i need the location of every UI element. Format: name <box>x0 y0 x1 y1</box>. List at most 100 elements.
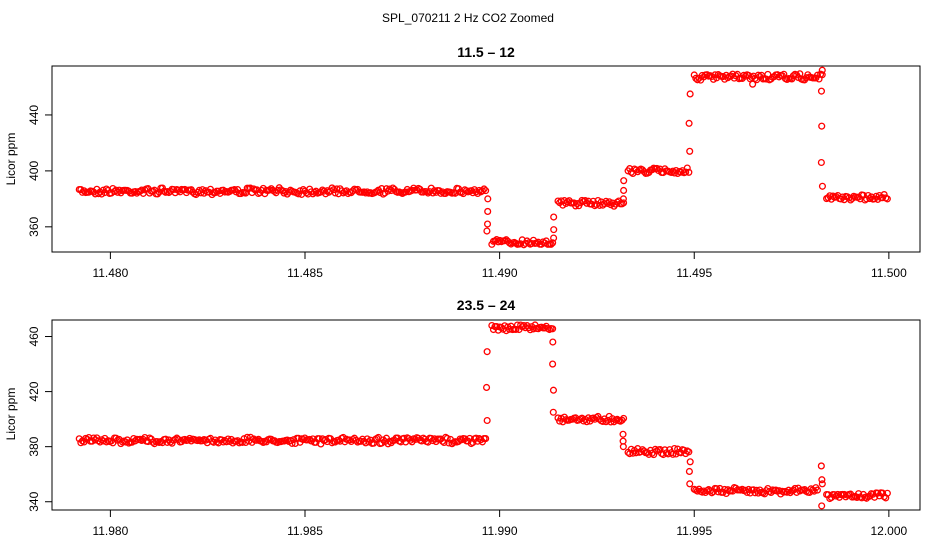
data-point <box>290 436 298 444</box>
data-point <box>754 71 762 79</box>
data-point <box>858 494 866 502</box>
data-point <box>493 323 501 331</box>
data-point <box>818 122 826 130</box>
data-point <box>829 192 837 200</box>
data-point <box>483 220 492 228</box>
data-point <box>651 445 659 453</box>
x-tick-label: 12.000 <box>871 524 908 538</box>
y-axis-label: Licor ppm <box>4 388 18 441</box>
data-point <box>549 239 557 247</box>
x-axis: 11.980 11.985 11.990 11.995 12.000 <box>92 509 908 538</box>
data-point <box>620 186 628 195</box>
x-tick-label: 11.985 <box>287 524 323 538</box>
data-point <box>583 418 591 426</box>
data-point <box>484 195 492 203</box>
x-tick-label: 11.495 <box>676 266 712 280</box>
data-point <box>620 414 628 422</box>
data-point <box>685 119 693 127</box>
data-point <box>632 449 640 457</box>
data-point <box>693 76 701 84</box>
data-point <box>686 147 694 155</box>
data-point <box>549 386 558 394</box>
data-point <box>296 187 304 195</box>
data-point <box>518 323 526 331</box>
data-point <box>648 166 656 174</box>
panel-title: 23.5 – 24 <box>457 297 516 313</box>
data-point <box>698 71 706 80</box>
data-point <box>250 185 258 193</box>
data-point <box>690 71 698 79</box>
data-point <box>604 199 612 208</box>
data-point <box>270 187 279 195</box>
data-point <box>288 439 296 447</box>
data-point <box>656 445 664 454</box>
data-point <box>373 188 381 196</box>
data-point <box>626 165 634 173</box>
data-point <box>818 71 826 79</box>
data-point <box>411 435 419 444</box>
data-point <box>491 237 499 245</box>
data-point <box>685 168 693 176</box>
x-tick-label: 11.990 <box>482 524 518 538</box>
data-point <box>352 436 360 444</box>
data-point <box>307 188 315 196</box>
data-point <box>494 238 502 246</box>
data-point <box>512 325 520 334</box>
figure-title: SPL_070211 2 Hz CO2 Zoomed <box>382 11 554 25</box>
x-tick-label: 11.980 <box>92 524 128 538</box>
y-tick-label: 420 <box>27 381 41 401</box>
data-point <box>645 450 653 458</box>
x-tick-label: 11.480 <box>92 266 128 280</box>
data-point <box>883 195 891 203</box>
data-point <box>549 325 557 333</box>
data-point <box>482 383 491 392</box>
data-point <box>400 434 408 442</box>
y-axis-label: Licor ppm <box>4 133 18 186</box>
data-point <box>426 188 434 196</box>
data-point <box>77 439 85 447</box>
data-point <box>422 188 431 196</box>
data-points <box>75 321 891 510</box>
x-axis: 11.480 11.485 11.490 11.495 11.500 <box>92 251 907 280</box>
data-point <box>620 177 628 185</box>
data-point <box>620 199 628 207</box>
data-point <box>817 462 825 470</box>
data-point <box>618 416 626 424</box>
data-point <box>813 486 821 494</box>
data-point <box>683 164 691 172</box>
data-point <box>762 75 770 83</box>
data-point <box>879 489 887 497</box>
data-point <box>243 433 251 441</box>
data-point <box>619 443 627 451</box>
y-tick-label: 440 <box>27 105 41 125</box>
y-tick-label: 380 <box>27 436 41 456</box>
data-point <box>328 184 336 192</box>
y-axis: 340 380 420 460 <box>27 326 53 512</box>
data-point <box>550 226 558 234</box>
data-point <box>547 240 555 248</box>
data-point <box>686 90 694 98</box>
data-point <box>664 450 672 458</box>
data-point <box>478 187 487 195</box>
data-point <box>619 195 627 203</box>
data-point <box>627 445 635 453</box>
data-point <box>780 70 788 78</box>
data-point <box>280 189 288 197</box>
data-point <box>549 338 557 346</box>
y-tick-label: 360 <box>27 216 41 236</box>
data-point <box>496 236 504 244</box>
data-point <box>682 168 690 176</box>
data-point <box>386 185 394 193</box>
data-point <box>810 487 818 495</box>
data-point <box>430 187 439 195</box>
x-tick-label: 11.995 <box>676 524 712 538</box>
data-point <box>685 467 693 476</box>
data-point <box>818 502 826 510</box>
data-point <box>483 416 491 425</box>
data-point <box>480 185 488 193</box>
y-tick-label: 340 <box>27 491 41 511</box>
data-point <box>312 187 320 195</box>
data-point <box>817 87 826 95</box>
data-point <box>517 240 525 248</box>
